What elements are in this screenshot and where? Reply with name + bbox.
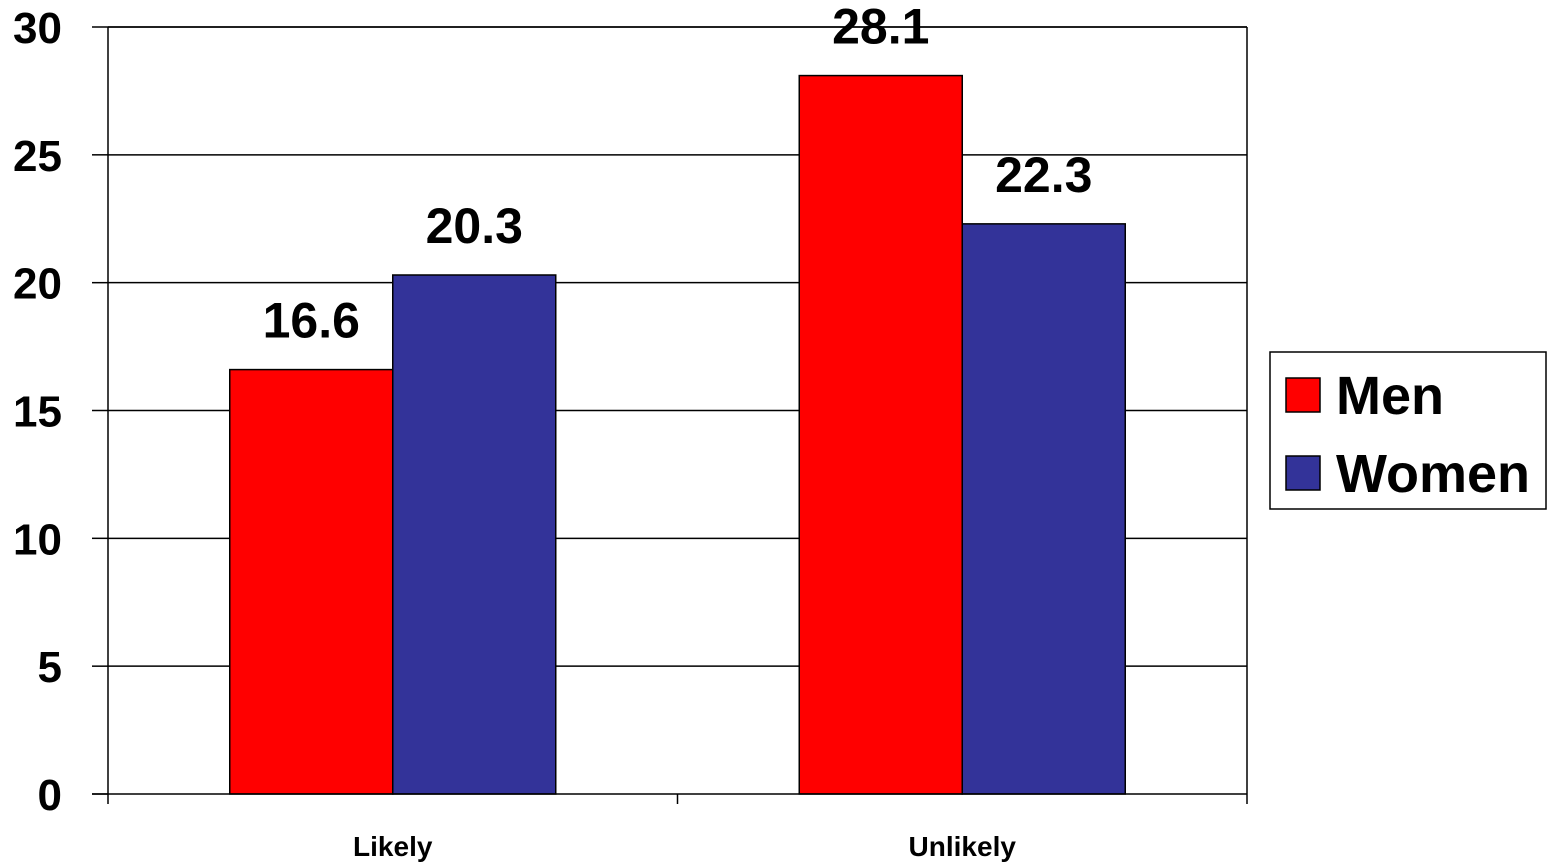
bar-women-unlikely [961,223,1126,795]
legend: Men Women [1269,351,1547,510]
legend-swatch-women [1285,455,1321,491]
y-tick-label: 25 [13,132,62,181]
data-label: 28.1 [832,0,929,55]
y-tick-label: 15 [13,388,62,437]
axes [92,26,1248,804]
bar-men-unlikely [798,74,963,795]
legend-swatch-men [1285,377,1321,413]
legend-label-men: Men [1336,366,1444,426]
y-axis-tick-labels: 0 5 10 15 20 25 30 [13,4,62,820]
y-tick-label: 0 [38,771,62,820]
y-tick-label: 5 [38,643,62,692]
data-label: 22.3 [995,147,1092,203]
data-label: 20.3 [426,198,523,254]
x-category-label: Likely [353,831,433,862]
x-category-label: Unlikely [909,831,1017,862]
bars [229,74,1126,795]
y-tick-label: 20 [13,260,62,309]
data-labels: 16.6 20.3 28.1 22.3 [263,0,1093,349]
legend-label-women: Women [1336,444,1530,504]
y-tick-label: 30 [13,4,62,53]
x-axis-category-labels: Likely Unlikely [353,831,1016,862]
y-tick-label: 10 [13,515,62,564]
bar-women-likely [392,274,557,795]
bar-men-likely [229,368,394,795]
data-label: 16.6 [263,293,360,349]
